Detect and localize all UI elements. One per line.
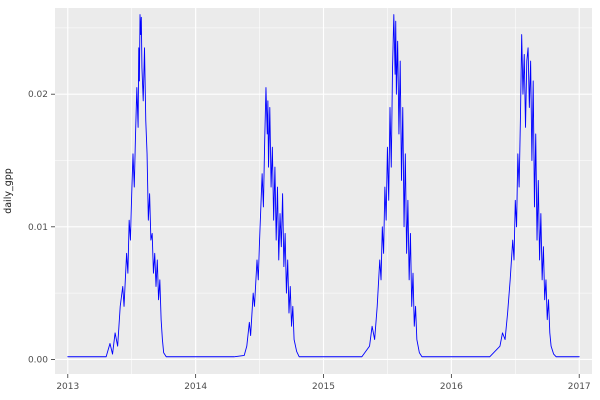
x-tick-label: 2017 (568, 382, 591, 392)
y-tick-label: 0.00 (28, 355, 48, 365)
x-tick-label: 2014 (184, 382, 207, 392)
y-tick-label: 0.01 (28, 223, 48, 233)
x-tick-label: 2013 (56, 382, 79, 392)
series-line (67, 14, 580, 358)
x-tick-label: 2015 (312, 382, 335, 392)
y-axis-title: daily_gpp (3, 168, 14, 214)
x-tick-label: 2016 (440, 382, 463, 392)
y-tick-label: 0.02 (28, 90, 48, 100)
